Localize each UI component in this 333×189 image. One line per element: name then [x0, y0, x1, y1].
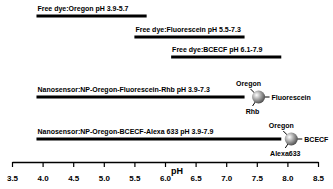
tick-mark [287, 162, 288, 167]
tick-mark [104, 162, 105, 167]
x-axis: 3.5 4.0 4.5 5.0 5.5 6.0 6.5 7.0 7.5 8.0 8.5 [7, 162, 325, 183]
range-bar [36, 96, 244, 99]
tick-label: 3.5 [7, 174, 19, 183]
particle: Oregon Fluorescein Rhb [236, 80, 311, 115]
tick-mark [165, 162, 166, 167]
tick-label: 7.0 [221, 174, 233, 183]
tick: 8.5 [313, 162, 325, 183]
particle-label: Rhb [246, 108, 260, 115]
particle: Oregon BCECF Alexa633 [269, 122, 329, 157]
tick-label: 6.5 [191, 174, 203, 183]
tick: 7.5 [252, 162, 264, 183]
tick: 8.0 [282, 162, 294, 183]
tick-label: 7.5 [252, 174, 264, 183]
x-axis-title: pH [171, 166, 183, 176]
range-bar [134, 36, 244, 39]
tick: 6.5 [191, 162, 203, 183]
particle-sphere [285, 133, 298, 146]
tick-label: 8.5 [313, 174, 325, 183]
bars [36, 15, 281, 141]
tick: 6.0 [160, 162, 172, 183]
tick-mark [73, 162, 74, 167]
tick-label: 4.0 [38, 174, 50, 183]
particle-sphere [252, 91, 265, 104]
tick: 5.0 [99, 162, 111, 183]
tick-label: 8.0 [282, 174, 294, 183]
chart: 3.5 4.0 4.5 5.0 5.5 6.0 6.5 7.0 7.5 8.0 8.5 pH Free … [0, 0, 333, 189]
tick-mark [12, 162, 13, 167]
particle-label: BCECF [304, 136, 329, 143]
tick-label: 5.5 [129, 174, 141, 183]
bar-label: Free dye:Fluorescein pH 5.5-7.3 [135, 26, 241, 34]
tick: 4.5 [68, 162, 80, 183]
tick: 4.0 [38, 162, 50, 183]
tick: 5.5 [129, 162, 141, 183]
particle-label: Alexa633 [270, 150, 300, 157]
bar-label: Nanosensor:NP-Oregon-BCECF-Alexa 633 pH … [37, 128, 213, 136]
tick-mark [226, 162, 227, 167]
tick-label: 6.0 [160, 174, 172, 183]
tick-mark [42, 162, 43, 167]
range-bar [171, 56, 281, 59]
particle-label: Fluorescein [272, 94, 311, 101]
tick-mark [257, 162, 258, 167]
tick-mark [134, 162, 135, 167]
bar-label: Free dye:Oregon pH 3.9-5.7 [37, 5, 128, 13]
range-bar [36, 15, 146, 18]
range-bar [36, 138, 281, 141]
tick: 7.0 [221, 162, 233, 183]
bar-label: Free dye:BCECF pH 6.1-7.9 [172, 46, 262, 54]
particle-label: Oregon [269, 122, 294, 130]
bar-label: Nanosensor:NP-Oregon-Fluorescein-Rhb pH … [37, 86, 209, 94]
tick-label: 5.0 [99, 174, 111, 183]
tick-mark [196, 162, 197, 167]
tick-label: 4.5 [68, 174, 80, 183]
particle-label: Oregon [236, 80, 261, 88]
tick: 3.5 [7, 162, 19, 183]
tick-mark [318, 162, 319, 167]
